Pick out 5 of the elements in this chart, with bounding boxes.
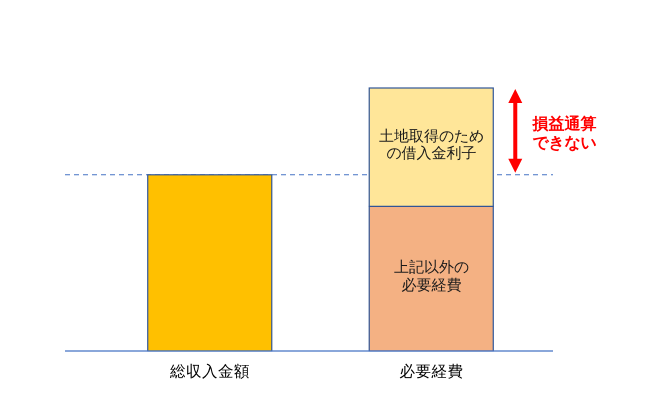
series-label: 土地取得のための借入金利子 xyxy=(378,128,485,163)
series-label: 上記以外の必要経費 xyxy=(392,259,470,294)
x-tick-label: 必要経費 xyxy=(399,364,464,380)
x-tick-label: 総収入金額 xyxy=(170,364,250,380)
annotation: 損益通算できない xyxy=(531,116,598,154)
